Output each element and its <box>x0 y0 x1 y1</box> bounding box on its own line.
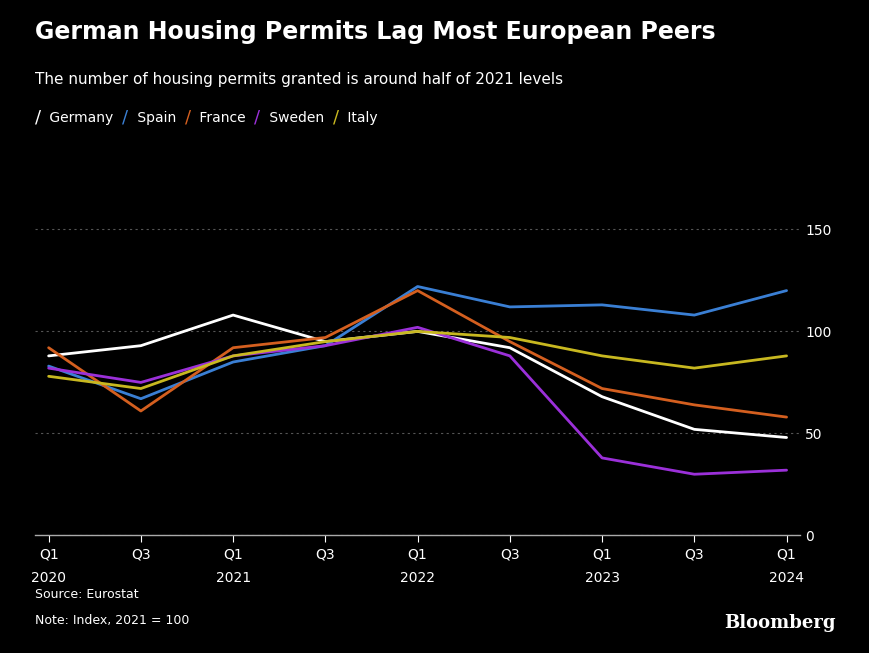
Text: 2024: 2024 <box>768 571 803 585</box>
Text: /: / <box>35 108 41 127</box>
Text: 2020: 2020 <box>31 571 66 585</box>
Text: Note: Index, 2021 = 100: Note: Index, 2021 = 100 <box>35 614 189 627</box>
Text: Italy: Italy <box>343 110 377 125</box>
Text: Sweden: Sweden <box>265 110 323 125</box>
Text: German Housing Permits Lag Most European Peers: German Housing Permits Lag Most European… <box>35 20 714 44</box>
Text: Source: Eurostat: Source: Eurostat <box>35 588 138 601</box>
Text: /: / <box>332 108 339 127</box>
Text: /: / <box>184 108 190 127</box>
Text: Germany: Germany <box>45 110 113 125</box>
Text: 2022: 2022 <box>400 571 434 585</box>
Text: 2023: 2023 <box>584 571 619 585</box>
Text: Spain: Spain <box>133 110 176 125</box>
Text: Bloomberg: Bloomberg <box>723 614 834 632</box>
Text: 2021: 2021 <box>216 571 250 585</box>
Text: France: France <box>195 110 245 125</box>
Text: /: / <box>254 108 261 127</box>
Text: /: / <box>122 108 129 127</box>
Text: The number of housing permits granted is around half of 2021 levels: The number of housing permits granted is… <box>35 72 562 87</box>
